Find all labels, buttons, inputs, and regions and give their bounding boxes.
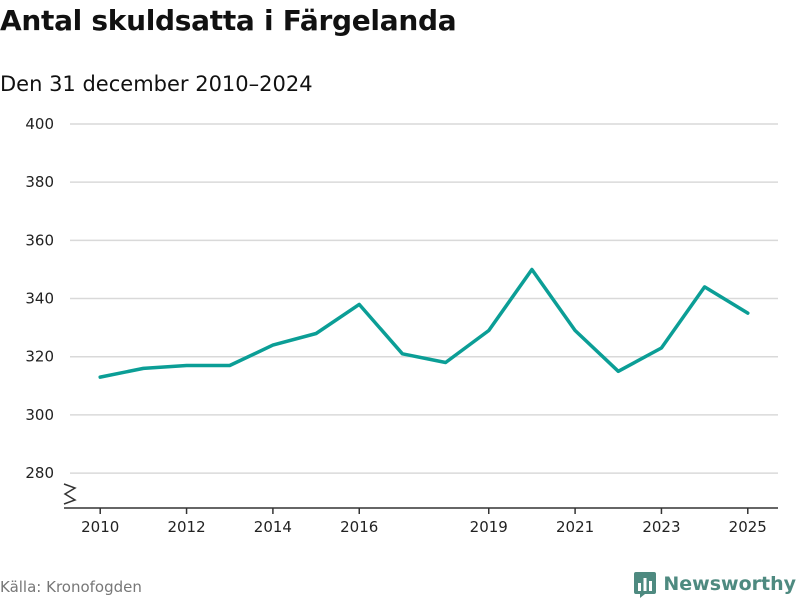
y-tick-label: 340 [25, 290, 54, 308]
y-axis-tick-labels: 280 300 320 340 360 380 400 [25, 115, 54, 482]
brand-name: Newsworthy [663, 573, 796, 595]
y-tick-label: 380 [25, 173, 54, 191]
y-tick-label: 360 [25, 231, 54, 249]
axis-break-icon [63, 483, 77, 505]
x-tick-label: 2019 [470, 518, 508, 536]
x-tick-label: 2016 [340, 518, 378, 536]
gridlines [70, 123, 778, 474]
x-axis-tick-labels: 2010 2012 2014 2016 2019 2021 2023 2025 [81, 518, 767, 536]
chart-title: Antal skuldsatta i Färgelanda [0, 4, 457, 37]
x-tick-label: 2014 [254, 518, 292, 536]
y-tick-label: 320 [25, 348, 54, 366]
source-note: Källa: Kronofogden [0, 578, 142, 596]
y-tick-label: 400 [25, 115, 54, 133]
x-tick-label: 2012 [167, 518, 205, 536]
bar-chart-logo-icon [634, 572, 657, 598]
x-axis [63, 483, 778, 514]
x-tick-label: 2010 [81, 518, 119, 536]
x-tick-label: 2025 [729, 518, 767, 536]
x-tick-label: 2023 [642, 518, 680, 536]
brand-logo: Newsworthy [633, 570, 796, 598]
series-line [98, 267, 750, 379]
chart-subtitle: Den 31 december 2010–2024 [0, 72, 313, 96]
x-tick-label: 2021 [556, 518, 594, 536]
y-tick-label: 280 [25, 464, 54, 482]
y-tick-label: 300 [25, 406, 54, 424]
series-group [98, 267, 750, 379]
